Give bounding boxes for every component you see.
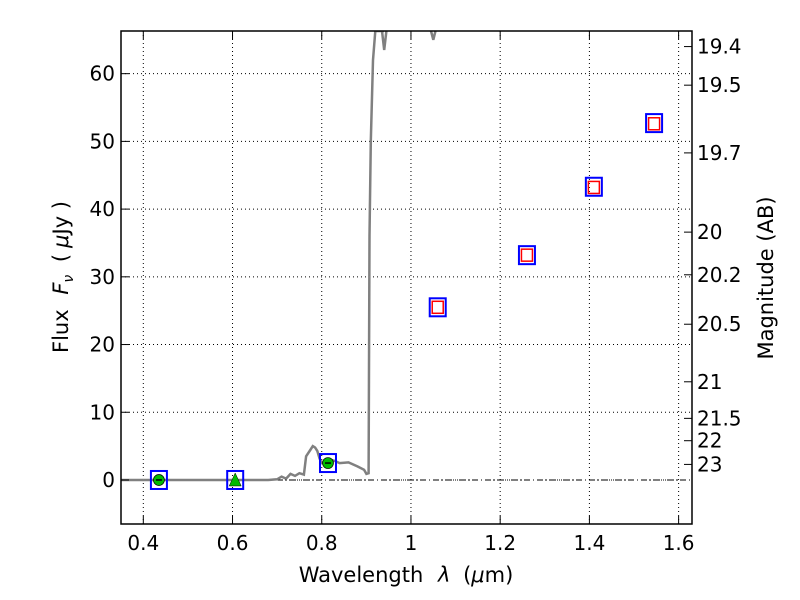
y2-tick-label: 23: [697, 452, 722, 476]
points-layer: [149, 113, 664, 490]
y2-tick-label: 19.5: [697, 73, 742, 97]
ticks-layer: 0.4 0.6 0.8 1 1.2 1.4 1.6 0 10 20 30 40 50 60 19.4 19.5…: [90, 31, 742, 555]
x-tick-label: 0.8: [306, 531, 338, 555]
upper-limit-point: [228, 472, 242, 487]
model-point: [647, 117, 661, 131]
x-tick-label: 0.4: [127, 531, 159, 555]
y2-tick-label: 20.2: [697, 263, 742, 287]
y-tick-label: 40: [90, 197, 115, 221]
spectrum-line: [121, 31, 385, 482]
observed-point: [584, 176, 603, 197]
grid-layer: [121, 31, 692, 524]
spectrum-layer: [121, 31, 437, 482]
y-tick-label: 10: [90, 400, 115, 424]
spectrum-fragment: [429, 31, 437, 41]
observed-point: [226, 469, 245, 490]
y-tick-label: 20: [90, 333, 115, 357]
x-axis-title: Wavelength λ (μm): [299, 563, 514, 587]
y2-tick-label: 20: [697, 220, 722, 244]
y-tick-label: 50: [90, 129, 115, 153]
y2-tick-label: 20.5: [697, 312, 742, 336]
model-point: [520, 248, 534, 262]
observed-point: [149, 469, 168, 490]
y-axis-title: Flux Fν (μJy ): [49, 201, 78, 353]
model-point: [587, 180, 601, 195]
observed-point: [517, 245, 536, 266]
plot-frame: [120, 30, 693, 525]
y2-tick-label: 21: [697, 370, 722, 394]
y2-tick-label: 19.7: [697, 141, 742, 165]
x-tick-label: 1.2: [484, 531, 516, 555]
spectrum-fragment: [380, 31, 388, 51]
y2-tick-label: 19.4: [697, 35, 742, 59]
model-point: [431, 300, 444, 315]
observed-point: [318, 453, 337, 474]
y-tick-label: 30: [90, 265, 115, 289]
observed-point: [645, 113, 664, 134]
y2-tick-label: 22: [697, 429, 722, 453]
observed-point: [428, 297, 447, 318]
x-tick-label: 1: [405, 531, 418, 555]
y-tick-label: 60: [90, 62, 115, 86]
y-tick-label: 0: [102, 468, 115, 492]
y2-axis-title: Magnitude (AB): [754, 196, 778, 359]
x-tick-label: 1.6: [663, 531, 695, 555]
x-tick-label: 1.4: [573, 531, 605, 555]
y2-tick-label: 21.5: [697, 406, 742, 430]
x-tick-label: 0.6: [217, 531, 249, 555]
